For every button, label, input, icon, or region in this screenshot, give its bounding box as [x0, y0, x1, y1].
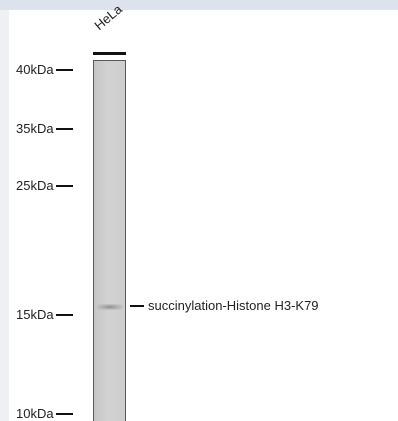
marker-tick	[55, 313, 73, 316]
marker-label: 10kDa	[16, 406, 54, 421]
marker-10kda: 10kDa	[16, 406, 73, 421]
protein-band	[97, 304, 123, 310]
marker-15kda: 15kDa	[16, 307, 73, 322]
marker-25kda: 25kDa	[16, 178, 73, 193]
marker-35kda: 35kDa	[16, 121, 73, 136]
marker-tick	[55, 184, 73, 187]
marker-label: 40kDa	[16, 62, 54, 77]
marker-label: 35kDa	[16, 121, 54, 136]
marker-tick	[55, 68, 73, 71]
marker-label: 25kDa	[16, 178, 54, 193]
marker-label: 15kDa	[16, 307, 54, 322]
marker-tick	[55, 412, 73, 415]
band-annotation: succinylation-Histone H3-K79	[130, 298, 319, 313]
marker-40kda: 40kDa	[16, 62, 73, 77]
band-pointer-tick	[130, 304, 144, 307]
blot-lane	[93, 60, 126, 421]
left-border-strip	[0, 10, 9, 421]
lane-header-bar	[93, 52, 126, 55]
band-label-text: succinylation-Histone H3-K79	[148, 298, 319, 313]
top-border-strip	[0, 0, 398, 10]
marker-tick	[55, 127, 73, 130]
